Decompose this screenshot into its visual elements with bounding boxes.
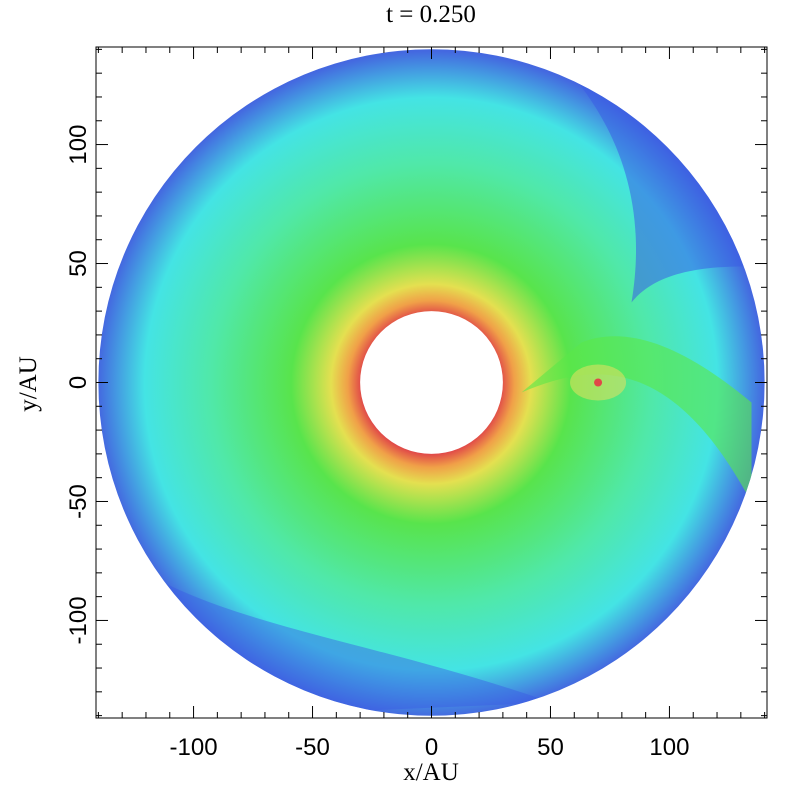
y-tick-label: -100 [65,596,92,644]
y-tick-label: 100 [65,125,92,165]
plot-area [98,49,765,716]
x-axis-label: x/AU [403,759,459,786]
x-tick-label: -50 [295,734,330,761]
x-tick-label: -100 [170,734,218,761]
x-tick-label: 50 [537,734,564,761]
x-tick-label: 100 [649,734,689,761]
x-tick-label: 0 [425,734,438,761]
disk [98,49,765,716]
chart-title: t = 0.250 [386,1,476,28]
y-tick-label: -50 [65,484,92,519]
y-tick-label: 50 [65,250,92,277]
y-axis-label: y/AU [15,356,42,412]
y-tick-label: 0 [65,376,92,389]
spiral-arm [521,336,752,503]
planet [594,378,603,387]
